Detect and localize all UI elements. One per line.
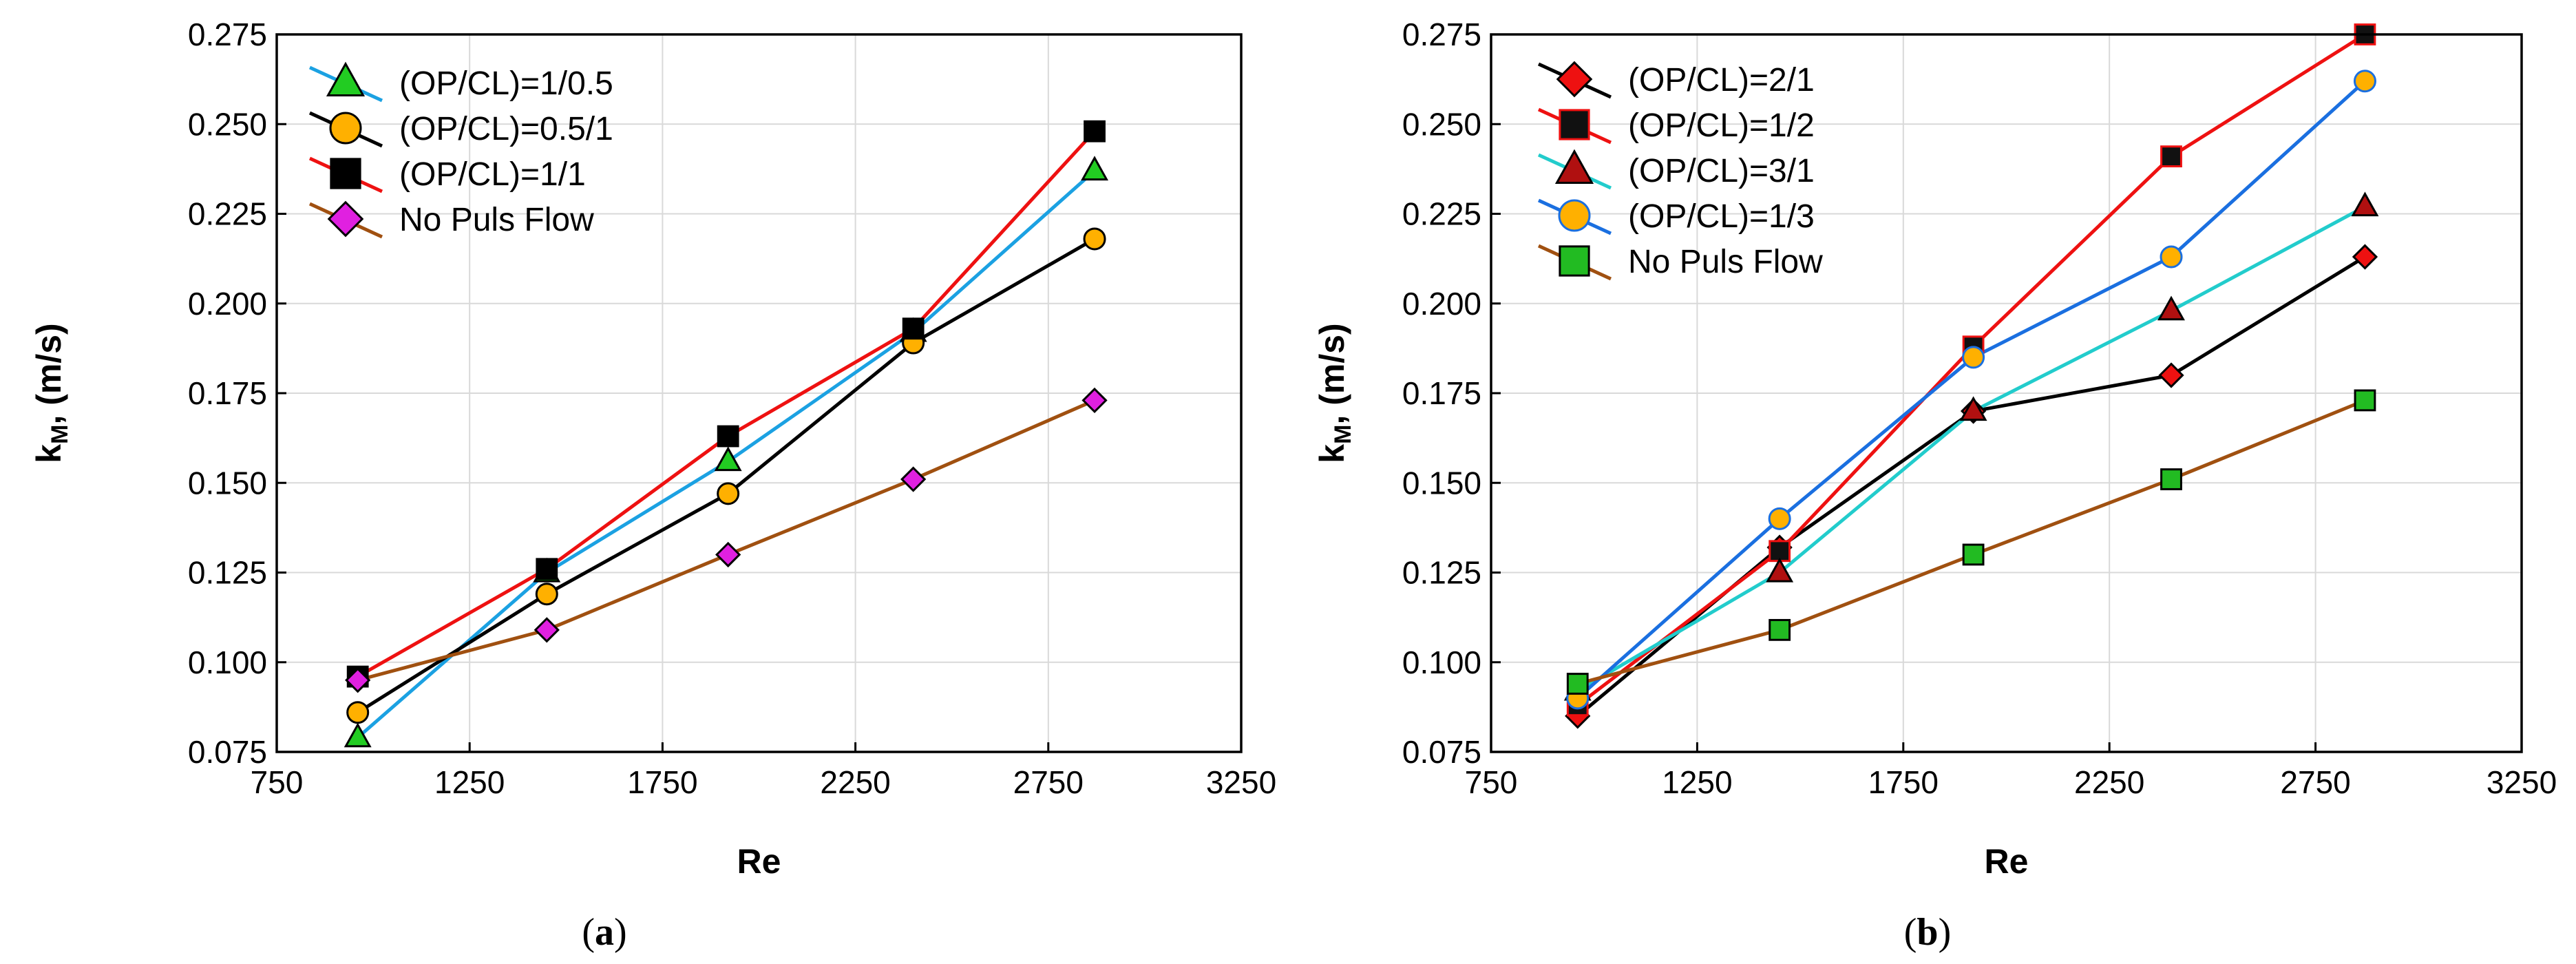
data-point: [536, 558, 558, 580]
data-point: [1768, 507, 1791, 530]
x-tick-label: 3250: [1206, 764, 1276, 800]
legend-marker: [1559, 109, 1590, 140]
x-tick-label: 750: [1465, 764, 1518, 800]
y-tick-label: 0.150: [1402, 465, 1481, 501]
legend-marker: [326, 61, 366, 96]
x-axis-label: Re: [737, 842, 781, 881]
data-point: [2157, 295, 2185, 321]
data-point: [1962, 543, 1985, 566]
y-tick-label: 0.275: [188, 17, 267, 52]
legend-label: (OP/CL)=1/2: [1628, 107, 1815, 144]
legend-label: (OP/CL)=2/1: [1628, 62, 1815, 98]
legend-label: (OP/CL)=1/3: [1628, 198, 1815, 235]
x-tick-label: 2750: [1013, 764, 1084, 800]
data-point: [2354, 389, 2376, 412]
x-tick-label: 1750: [1868, 764, 1939, 800]
y-axis-label: kM, (m/s): [30, 323, 73, 463]
legend-label: No Puls Flow: [399, 202, 594, 238]
data-point: [717, 425, 739, 448]
plot-frame: [275, 33, 1243, 753]
legend-label: (OP/CL)=1/0.5: [399, 65, 613, 102]
series-line-2: [357, 237, 1096, 714]
series-line-5: [1577, 399, 2366, 686]
y-tick-label: 0.250: [1402, 106, 1481, 142]
data-point: [1083, 227, 1106, 251]
data-point: [2352, 244, 2378, 270]
data-point: [1566, 673, 1589, 695]
x-tick-label: 1750: [627, 764, 697, 800]
legend: (OP/CL)=2/1 (OP/CL)=1/2 (OP/CL)=3/1 (OP/CL)…: [1537, 61, 1823, 281]
x-axis-label: Re: [1985, 842, 2029, 881]
series-line-1: [1576, 255, 2366, 717]
x-tick-label: 1250: [1662, 764, 1732, 800]
data-point: [900, 466, 927, 492]
y-axis-label: kM, (m/s): [1313, 323, 1356, 463]
chart-panel-b: 750 1250 1750 2250 2750 3250 0.075 0.100 0.125 0.…: [1313, 17, 2557, 954]
data-point: [714, 446, 742, 472]
y-tick-label: 0.225: [1402, 196, 1481, 232]
y-tick-label: 0.100: [1402, 645, 1481, 680]
x-tick-label: 2750: [2280, 764, 2350, 800]
y-tick-label: 0.075: [188, 734, 267, 770]
legend-label: (OP/CL)=3/1: [1628, 153, 1815, 189]
legend-label: No Puls Flow: [1628, 244, 1823, 280]
y-tick-label: 0.175: [1402, 375, 1481, 411]
y-tick-label: 0.125: [1402, 555, 1481, 591]
data-point: [1081, 156, 1109, 181]
data-point: [717, 482, 740, 505]
legend-marker: [1559, 245, 1590, 277]
data-point: [2353, 70, 2376, 93]
legend-label: (OP/CL)=0.5/1: [399, 111, 613, 147]
y-tick-label: 0.225: [188, 196, 267, 232]
data-point: [2160, 145, 2182, 168]
y-tick-label: 0.200: [1402, 286, 1481, 322]
data-point: [1766, 557, 1794, 583]
plot-frame: [1490, 33, 2523, 753]
panel-caption: (a): [582, 911, 626, 954]
legend-marker: [327, 200, 364, 238]
legend-label: (OP/CL)=1/1: [399, 156, 586, 193]
x-tick-label: 750: [251, 764, 304, 800]
data-point: [1084, 120, 1106, 143]
legend: (OP/CL)=1/0.5 (OP/CL)=0.5/1 (OP/CL)=1/1 No …: [308, 61, 613, 239]
data-point: [1962, 346, 1985, 369]
data-point: [534, 617, 560, 643]
x-tick-label: 2250: [2074, 764, 2144, 800]
data-point: [1959, 396, 1987, 421]
data-point: [2158, 362, 2184, 388]
x-tick-label: 1250: [434, 764, 505, 800]
data-point: [1081, 387, 1108, 414]
data-point: [345, 667, 371, 693]
chart-panel-a: 750 1250 1750 2250 2750 3250 0.075 0.100 0.125 0.…: [30, 17, 1276, 954]
legend-marker: [330, 158, 361, 189]
data-point: [535, 583, 558, 606]
legend-marker: [1556, 61, 1593, 98]
data-point: [2160, 468, 2182, 490]
panel-caption: (b): [1904, 911, 1951, 954]
y-tick-label: 0.150: [188, 465, 267, 501]
y-tick-label: 0.100: [188, 645, 267, 680]
data-point: [346, 701, 370, 724]
y-tick-label: 0.125: [188, 555, 267, 591]
legend-marker: [329, 112, 362, 145]
data-point: [2160, 245, 2183, 269]
y-tick-label: 0.250: [188, 106, 267, 142]
data-point: [344, 722, 372, 748]
data-point: [1769, 618, 1791, 641]
y-tick-label: 0.175: [188, 375, 267, 411]
y-tick-label: 0.200: [188, 286, 267, 322]
legend-marker: [1554, 149, 1594, 184]
x-tick-label: 3250: [2487, 764, 2557, 800]
data-point: [2351, 191, 2379, 217]
x-tick-label: 2250: [820, 764, 890, 800]
legend-marker: [1558, 199, 1591, 232]
data-point: [715, 541, 741, 568]
y-tick-label: 0.075: [1402, 734, 1481, 770]
data-point: [902, 317, 925, 340]
y-tick-label: 0.275: [1402, 17, 1481, 52]
